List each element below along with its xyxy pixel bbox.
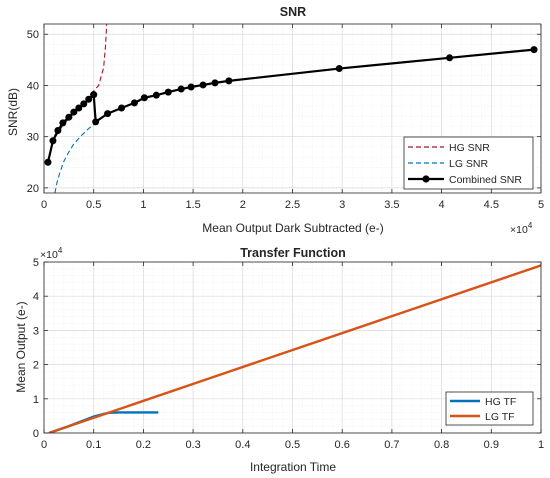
tf-legend-label-hg: HG TF bbox=[485, 396, 516, 408]
tf-x-tick-label: 1 bbox=[538, 439, 544, 451]
tf-y-tick-label: 4 bbox=[33, 291, 39, 303]
tf-x-tick-label: 0.6 bbox=[335, 439, 350, 451]
snr-y-axis-label: SNR(dB) bbox=[6, 88, 20, 136]
snr-series-point bbox=[59, 119, 67, 127]
snr-series-point bbox=[85, 95, 93, 103]
transfer-function-chart: Transfer Function 0 0.1 0.2 0.3 0.4 0.5 0.6 0.7… bbox=[14, 246, 544, 474]
snr-series-point bbox=[118, 104, 126, 112]
snr-x-tick-label: 5 bbox=[538, 199, 544, 211]
tf-y-axis-label: Mean Output (e-) bbox=[14, 301, 28, 392]
tf-x-tick-label: 0.8 bbox=[434, 439, 449, 451]
snr-series-point bbox=[530, 46, 538, 54]
snr-series-point bbox=[130, 99, 138, 107]
snr-series-point bbox=[177, 85, 185, 93]
snr-x-tick-label: 2.5 bbox=[285, 199, 300, 211]
tf-legend-box bbox=[445, 391, 534, 426]
snr-series-point bbox=[211, 79, 219, 87]
tf-x-tick-label: 0.1 bbox=[86, 439, 101, 451]
tf-y-tick-label: 0 bbox=[33, 428, 39, 440]
tf-x-tick-label: 0.2 bbox=[136, 439, 151, 451]
snr-series-point bbox=[225, 77, 233, 85]
snr-legend: HG SNR LG SNR Combined SNR bbox=[403, 136, 534, 190]
tf-y-tick-label: 2 bbox=[33, 360, 39, 372]
tf-y-multiplier-base: ×10 bbox=[40, 249, 58, 261]
snr-y-tick-label: 40 bbox=[27, 80, 39, 92]
snr-series-point bbox=[92, 118, 100, 126]
tf-y-tick-label: 1 bbox=[33, 394, 39, 406]
tf-x-tick-label: 0 bbox=[41, 439, 47, 451]
snr-x-tick-label: 3 bbox=[339, 199, 345, 211]
snr-series-point bbox=[199, 81, 207, 89]
snr-series-point bbox=[446, 54, 454, 62]
tf-y-tick-label: 5 bbox=[33, 257, 39, 269]
snr-legend-swatch-combined-marker bbox=[422, 175, 430, 183]
snr-series-line-1 bbox=[54, 122, 97, 193]
snr-legend-label-lg: LG SNR bbox=[449, 158, 489, 170]
snr-x-multiplier: ×104 bbox=[510, 221, 533, 236]
tf-x-tick-label: 0.7 bbox=[384, 439, 399, 451]
snr-x-axis-label: Mean Output Dark Subtracted (e-) bbox=[202, 221, 383, 235]
snr-series-point bbox=[75, 104, 83, 112]
snr-x-multiplier-base: ×10 bbox=[510, 224, 528, 236]
snr-y-tick-label: 30 bbox=[27, 132, 39, 144]
tf-x-tick-label: 0.3 bbox=[185, 439, 200, 451]
tf-x-tick-label: 0.5 bbox=[285, 439, 300, 451]
tf-x-axis-label: Integration Time bbox=[250, 460, 336, 474]
snr-series-point bbox=[44, 158, 52, 166]
snr-series-point bbox=[140, 94, 148, 102]
snr-series-point bbox=[104, 110, 112, 118]
snr-x-tick-label: 4.5 bbox=[484, 199, 499, 211]
tf-y-multiplier-exponent: 4 bbox=[58, 246, 63, 255]
snr-chart-title: SNR bbox=[280, 5, 306, 19]
snr-series-point bbox=[70, 108, 78, 116]
tf-legend: HG TF LG TF bbox=[445, 391, 534, 426]
tf-chart-title: Transfer Function bbox=[240, 246, 346, 260]
snr-series-point bbox=[335, 65, 343, 73]
snr-series-point bbox=[54, 127, 62, 135]
snr-x-tick-label: 0.5 bbox=[86, 199, 101, 211]
tf-y-multiplier: ×104 bbox=[40, 246, 63, 261]
snr-chart: SNR 0 0.5 1 1.5 2 2.5 3 3.5 4 4.5 5 20 30 40 50 Mean O… bbox=[6, 5, 544, 236]
snr-legend-label-combined: Combined SNR bbox=[449, 174, 522, 186]
snr-y-tick-label: 50 bbox=[27, 29, 39, 41]
snr-series-point bbox=[65, 113, 73, 121]
snr-y-tick-label: 20 bbox=[27, 183, 39, 195]
snr-series-point bbox=[187, 83, 195, 91]
tf-legend-label-lg: LG TF bbox=[485, 411, 515, 423]
snr-x-tick-label: 2 bbox=[240, 199, 246, 211]
snr-x-tick-label: 4 bbox=[439, 199, 445, 211]
snr-series-point bbox=[80, 100, 88, 108]
snr-series-point bbox=[164, 88, 172, 96]
snr-legend-label-hg: HG SNR bbox=[449, 142, 490, 154]
snr-x-multiplier-exponent: 4 bbox=[528, 221, 533, 230]
snr-series-point bbox=[152, 91, 160, 99]
snr-x-tick-label: 1 bbox=[140, 199, 146, 211]
tf-series-line-1 bbox=[48, 264, 541, 433]
snr-x-tick-label: 3.5 bbox=[384, 199, 399, 211]
snr-x-tick-label: 0 bbox=[41, 199, 47, 211]
tf-y-tick-label: 3 bbox=[33, 325, 39, 337]
tf-x-tick-label: 0.4 bbox=[235, 439, 250, 451]
snr-x-tick-label: 1.5 bbox=[185, 199, 200, 211]
tf-x-tick-label: 0.9 bbox=[484, 439, 499, 451]
snr-series-point bbox=[90, 91, 98, 99]
snr-series-point bbox=[49, 137, 57, 145]
